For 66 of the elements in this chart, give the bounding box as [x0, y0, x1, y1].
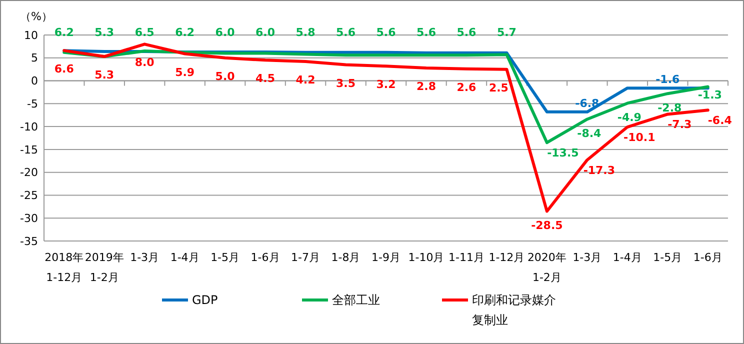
data-label: 5.6 [416, 26, 436, 39]
data-label: -13.5 [547, 146, 579, 160]
y-tick-label: -15 [20, 143, 38, 156]
x-tick-label: 1-6月 [693, 251, 722, 264]
data-label: -2.8 [658, 102, 682, 115]
x-tick-label: 1-12月 [488, 251, 525, 264]
x-tick-label: 1-5月 [210, 251, 240, 264]
data-label: 5.6 [336, 26, 356, 39]
data-label: 8.0 [134, 56, 155, 70]
data-label: 2.6 [456, 80, 477, 94]
data-label: 5.3 [94, 68, 114, 82]
y-tick-label: -10 [20, 120, 38, 134]
y-tick-label: -30 [20, 212, 38, 225]
data-label: -8.4 [577, 127, 602, 140]
data-label: 5.6 [376, 26, 396, 39]
data-label: 4.5 [256, 72, 276, 86]
x-tick-label: 1-8月 [331, 251, 360, 264]
legend-label: GDP [192, 293, 218, 308]
y-tick-label: 10 [24, 28, 38, 42]
data-label: 6.0 [215, 26, 236, 39]
data-label: 5.7 [496, 26, 516, 39]
x-tick-label: 1-3月 [572, 251, 602, 264]
data-label: 2.8 [416, 80, 436, 93]
data-label: -1.3 [698, 88, 722, 102]
data-label: -4.9 [617, 111, 642, 124]
x-tick-label: 1-3月 [130, 251, 160, 264]
data-label: -28.5 [531, 219, 563, 232]
data-label: 3.2 [376, 78, 396, 92]
data-label: 5.6 [456, 26, 477, 39]
data-label: 3.5 [336, 76, 356, 90]
legend-label: 印刷和记录媒介复制业 [472, 293, 556, 328]
x-tick-label: 1-10月 [408, 251, 444, 264]
data-label: -10.1 [624, 131, 656, 144]
x-tick-label: 1-4月 [612, 251, 642, 264]
data-label: -7.3 [668, 118, 692, 132]
y-tick-label: -5 [27, 98, 38, 111]
x-tick-label: 2018年 1-12月 [44, 251, 84, 284]
data-label: 6.5 [134, 26, 154, 39]
x-tick-label: 1-11月 [448, 251, 484, 264]
data-label: 4.2 [296, 74, 316, 87]
x-tick-label: 1-5月 [653, 251, 682, 264]
x-tick-label: 1-7月 [291, 251, 320, 264]
data-label: -17.3 [583, 164, 616, 177]
y-tick-label: -35 [20, 234, 38, 248]
data-label: 5.8 [296, 26, 316, 39]
x-tick-label: 2019年 1-2月 [84, 251, 124, 284]
data-label: 6.2 [175, 26, 195, 39]
y-axis-title: （%） [20, 10, 52, 23]
data-label: -6.4 [708, 114, 732, 128]
y-tick-label: 0 [31, 74, 38, 88]
data-label: 5.9 [175, 66, 195, 79]
data-label: 5.3 [94, 26, 114, 39]
x-tick-label: 1-4月 [170, 251, 200, 264]
data-label: -1.6 [656, 73, 680, 86]
x-tick-label: 1-9月 [372, 251, 400, 264]
data-label: 2.5 [488, 81, 508, 94]
data-label: 6.2 [54, 26, 74, 39]
x-tick-label: 2020年 1-2月 [527, 251, 566, 284]
y-tick-label: 5 [31, 52, 38, 65]
data-label: 6.6 [54, 62, 74, 76]
y-tick-label: -20 [20, 166, 38, 180]
data-label: 6.0 [256, 26, 276, 39]
legend-label: 全部工业 [332, 293, 380, 308]
data-label: 5.0 [215, 70, 236, 83]
x-tick-label: 1-6月 [250, 251, 280, 264]
y-tick-label: -25 [20, 189, 38, 202]
